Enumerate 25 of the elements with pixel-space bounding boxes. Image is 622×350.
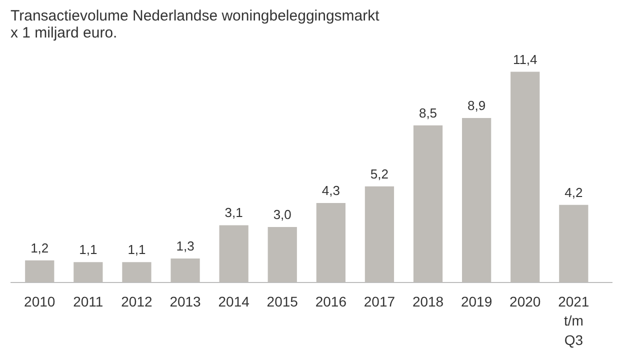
data-label: 8,9 xyxy=(468,98,486,113)
data-label: 11,4 xyxy=(512,52,538,67)
x-tick-label: 2020 xyxy=(510,294,541,310)
data-label: 1,2 xyxy=(30,240,49,256)
chart-title: Transactievolume Nederlandse woningbeleggingsmarkt x 1 miljard euro. xyxy=(10,8,380,42)
x-tick-label: 2017 xyxy=(364,294,396,310)
data-label: 4,2 xyxy=(564,184,583,200)
x-tick-label: 2021 t/m Q3 xyxy=(558,294,590,348)
x-tick-label: 2016 xyxy=(315,294,347,310)
data-label: 1,3 xyxy=(176,238,194,254)
x-tick-label: 2019 xyxy=(460,294,492,310)
data-label: 8,5 xyxy=(418,105,438,120)
data-label: 3,1 xyxy=(224,205,243,220)
x-tick-label: 2018 xyxy=(412,294,444,310)
data-label: 5,2 xyxy=(370,166,389,182)
x-tick-label: 2010 xyxy=(24,294,56,310)
data-label: 1,1 xyxy=(79,242,98,258)
x-tick-label: 2012 xyxy=(121,294,153,310)
x-tick-label: 2014 xyxy=(218,294,250,310)
x-tick-label: 2015 xyxy=(266,294,298,310)
data-label: 3,0 xyxy=(273,207,292,222)
data-label: 1,1 xyxy=(128,242,146,258)
x-tick-label: 2011 xyxy=(73,294,104,310)
x-tick-label: 2013 xyxy=(170,294,202,310)
data-label: 4,3 xyxy=(322,183,340,198)
